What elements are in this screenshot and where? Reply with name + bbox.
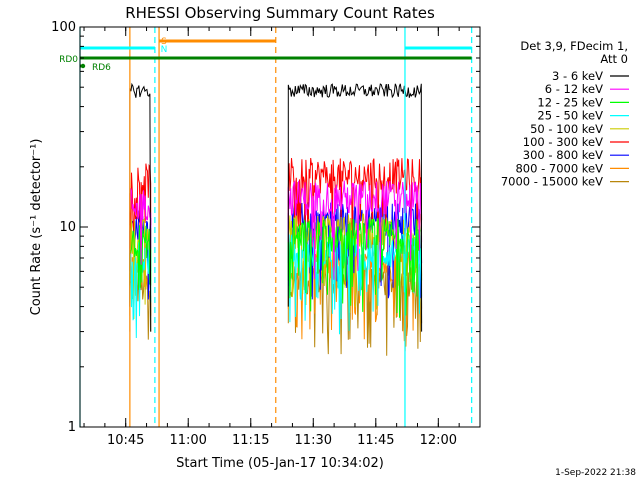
x-tick-label-0: 10:45 [107,433,144,448]
series-line-6-12-kev-seg0 [129,188,152,265]
series-line-6-12-kev-seg1 [287,179,423,280]
status-layer: RD0 RD6 SN [59,37,472,73]
flag-label-s: S [161,37,167,47]
status-bar-dot-3 [80,63,86,69]
series-line-100-300-kev-seg1 [287,157,423,259]
footer-timestamp: 1-Sep-2022 21:38 [555,468,636,478]
legend-label-7: 800 - 7000 keV [515,161,603,175]
legend-header-line1: Det 3,9, FDecim 1, [520,39,628,53]
legend-header-line2: Att 0 [600,52,628,66]
legend-label-2: 12 - 25 keV [537,95,603,109]
axes-layer: 1 10 100 10:45 11:00 11:15 11:30 11:45 12:00 [51,20,481,448]
legend-label-1: 6 - 12 keV [545,82,603,96]
y-tick-label-1: 10 [59,220,76,235]
legend-label-6: 300 - 800 keV [523,148,603,162]
legend-label-3: 25 - 50 keV [537,109,603,123]
series-line-3-6-kev-seg0 [129,82,152,332]
y-axis-label: Count Rate (s⁻¹ detector⁻¹) [29,139,44,316]
status-bar-label-2: RD0 [59,55,78,65]
series-line-12-25-kev-seg1 [287,218,423,318]
x-tick-label-1: 11:00 [169,433,206,448]
flag-label-n: N [161,45,168,55]
legend-label-0: 3 - 6 keV [552,69,603,83]
x-tick-label-5: 12:00 [420,433,457,448]
x-tick-label-2: 11:15 [232,433,269,448]
y-tick-label-2: 100 [51,20,76,35]
data-layer [129,82,423,356]
y-tick-label-0: 1 [68,420,76,435]
chart-title: RHESSI Observing Summary Count Rates [125,4,435,22]
series-line-12-25-kev-seg0 [129,225,152,290]
legend-label-4: 50 - 100 keV [530,122,603,136]
x-tick-label-3: 11:30 [295,433,332,448]
status-bar-label-3: RD6 [92,63,111,73]
x-tick-label-4: 11:45 [357,433,394,448]
series-line-3-6-kev-seg1 [287,83,423,332]
legend-label-5: 100 - 300 keV [523,135,603,149]
legend-label-8: 7000 - 15000 keV [501,175,603,189]
x-axis-label: Start Time (05-Jan-17 10:34:02) [176,456,384,471]
